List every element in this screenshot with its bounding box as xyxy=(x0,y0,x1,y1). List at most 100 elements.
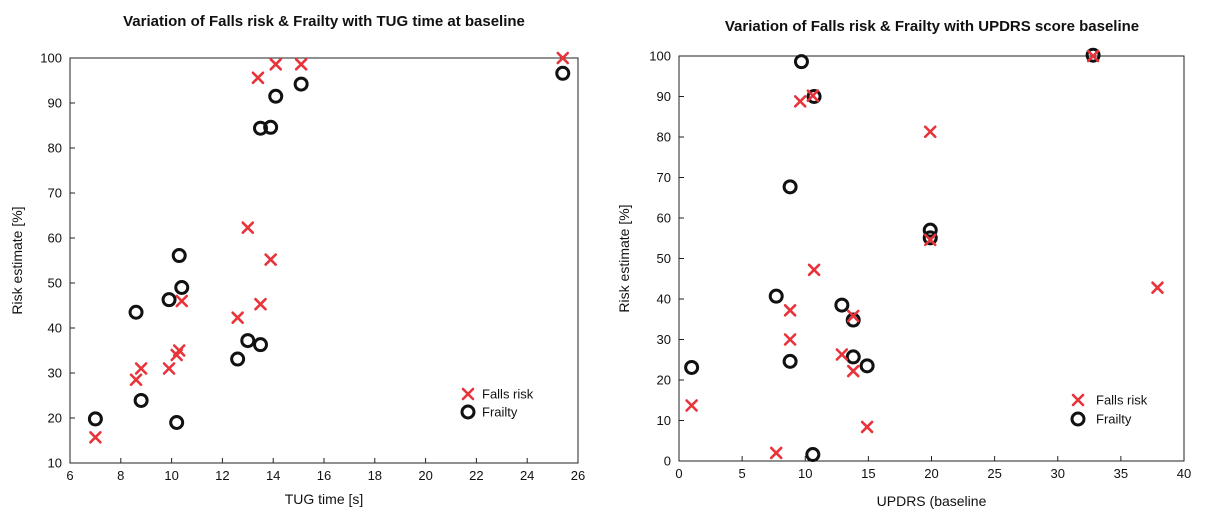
falls-risk-point xyxy=(923,233,937,247)
falls-risk-point xyxy=(685,399,698,412)
legend-marker-frailty xyxy=(460,404,476,420)
falls-risk-point xyxy=(793,95,807,108)
frailty-point xyxy=(293,76,309,92)
frailty-point xyxy=(1085,47,1101,63)
frailty-point xyxy=(268,88,284,104)
frailty-point xyxy=(174,280,190,295)
y-tick-label: 70 xyxy=(657,170,671,185)
legend-marker-frailty xyxy=(1070,411,1086,427)
frailty-point xyxy=(128,304,144,320)
frailty-point xyxy=(87,411,103,427)
chart-title: Variation of Falls risk & Frailty with T… xyxy=(123,13,525,30)
falls-risk-point xyxy=(231,311,244,324)
y-tick-label: 40 xyxy=(48,321,62,336)
y-tick-label: 100 xyxy=(40,51,62,66)
x-tick-label: 25 xyxy=(987,466,1001,481)
falls-risk-point xyxy=(1151,281,1164,294)
frailty-point xyxy=(922,222,938,238)
x-tick-label: 6 xyxy=(66,468,73,483)
y-tick-label: 60 xyxy=(48,231,62,246)
falls-risk-point xyxy=(89,431,102,444)
y-axis-label: Risk estimate [%] xyxy=(9,206,25,314)
frailty-point xyxy=(253,337,268,353)
falls-risk-point xyxy=(783,304,797,317)
frailty-point xyxy=(806,89,822,104)
y-tick-label: 90 xyxy=(657,89,671,104)
y-tick-label: 20 xyxy=(48,411,62,426)
falls-risk-point xyxy=(175,294,189,308)
x-tick-label: 22 xyxy=(469,468,483,483)
frailty-point xyxy=(263,119,279,135)
x-tick-label: 0 xyxy=(675,466,682,481)
x-tick-label: 20 xyxy=(924,466,938,481)
frailty-point xyxy=(768,288,784,304)
falls-risk-point xyxy=(1086,49,1100,63)
y-tick-label: 50 xyxy=(657,251,671,266)
falls-risk-point xyxy=(134,362,148,375)
legend-marker-falls-risk xyxy=(1071,393,1085,407)
falls-risk-point xyxy=(807,263,821,277)
frailty-point xyxy=(859,358,875,374)
series-frailty xyxy=(684,47,1101,463)
falls-risk-point xyxy=(923,125,937,139)
frailty-point xyxy=(834,297,850,313)
y-tick-label: 60 xyxy=(657,211,671,226)
x-tick-label: 10 xyxy=(164,468,178,483)
falls-risk-point xyxy=(835,348,849,361)
x-tick-label: 20 xyxy=(418,468,432,483)
x-tick-label: 14 xyxy=(266,468,280,483)
x-tick-label: 10 xyxy=(798,466,812,481)
falls-risk-point xyxy=(241,221,255,234)
frailty-point xyxy=(793,54,809,70)
series-falls-risk xyxy=(89,51,570,444)
falls-risk-point xyxy=(162,362,176,375)
frailty-point xyxy=(684,359,700,375)
y-tick-label: 40 xyxy=(657,292,671,307)
falls-risk-point xyxy=(269,57,283,71)
y-tick-label: 30 xyxy=(48,366,62,381)
y-axis-label: Risk estimate [%] xyxy=(616,204,632,312)
series-frailty xyxy=(87,65,571,430)
y-tick-label: 70 xyxy=(48,186,62,201)
y-tick-label: 30 xyxy=(657,332,671,347)
falls-risk-point xyxy=(556,51,570,65)
legend-label: Frailty xyxy=(482,405,518,420)
x-tick-label: 18 xyxy=(368,468,382,483)
frailty-point xyxy=(169,415,185,430)
x-tick-label: 24 xyxy=(520,468,534,483)
x-tick-label: 5 xyxy=(739,466,746,481)
x-tick-label: 8 xyxy=(117,468,124,483)
falls-risk-point xyxy=(254,297,267,311)
frailty-point xyxy=(253,120,268,136)
y-tick-label: 10 xyxy=(657,413,671,428)
falls-risk-point xyxy=(783,333,797,346)
falls-risk-point xyxy=(251,71,265,85)
frailty-point xyxy=(133,392,149,408)
falls-risk-point xyxy=(846,309,860,323)
y-tick-label: 10 xyxy=(48,456,62,471)
y-tick-label: 0 xyxy=(664,454,671,469)
y-tick-label: 90 xyxy=(48,96,62,111)
falls-risk-point xyxy=(806,89,820,102)
x-tick-label: 26 xyxy=(571,468,585,483)
y-tick-label: 80 xyxy=(48,141,62,156)
x-axis-label: UPDRS (baseline xyxy=(877,493,987,509)
frailty-point xyxy=(845,349,861,365)
legend-label: Frailty xyxy=(1096,412,1132,427)
frailty-point xyxy=(845,312,861,328)
falls-risk-point xyxy=(129,373,143,387)
y-tick-label: 100 xyxy=(649,49,671,64)
y-tick-label: 50 xyxy=(48,276,62,291)
x-axis-label: TUG time [s] xyxy=(285,491,364,507)
chart-title: Variation of Falls risk & Frailty with U… xyxy=(725,18,1139,35)
frailty-point xyxy=(922,230,938,246)
series-falls-risk xyxy=(685,49,1164,460)
frailty-point xyxy=(805,447,821,463)
x-tick-label: 40 xyxy=(1177,466,1191,481)
chart-2: Variation of Falls risk & Frailty with U… xyxy=(616,18,1191,509)
x-tick-label: 15 xyxy=(861,466,875,481)
falls-risk-point xyxy=(846,364,860,378)
legend-label: Falls risk xyxy=(1096,393,1148,408)
falls-risk-point xyxy=(860,420,874,434)
